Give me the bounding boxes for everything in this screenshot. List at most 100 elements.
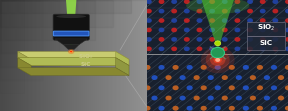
Circle shape	[200, 85, 207, 90]
Circle shape	[184, 9, 190, 13]
Circle shape	[165, 75, 172, 80]
Circle shape	[222, 28, 228, 32]
Polygon shape	[18, 58, 129, 65]
Circle shape	[247, 47, 253, 51]
Circle shape	[250, 75, 256, 80]
Circle shape	[272, 0, 278, 4]
Circle shape	[194, 75, 200, 80]
Circle shape	[278, 75, 284, 80]
Circle shape	[222, 37, 228, 42]
Text: SiO$_2$: SiO$_2$	[257, 23, 275, 33]
Circle shape	[243, 65, 249, 70]
Circle shape	[222, 47, 228, 51]
Circle shape	[179, 96, 186, 100]
Circle shape	[184, 18, 190, 23]
Circle shape	[196, 0, 202, 4]
Text: SiC: SiC	[81, 62, 91, 67]
Circle shape	[229, 65, 235, 70]
Circle shape	[70, 51, 73, 53]
Circle shape	[171, 28, 177, 32]
Circle shape	[222, 0, 228, 4]
Circle shape	[222, 9, 228, 13]
Circle shape	[271, 85, 277, 90]
Circle shape	[171, 0, 177, 4]
Circle shape	[151, 96, 158, 100]
Circle shape	[208, 96, 214, 100]
Circle shape	[144, 85, 151, 90]
Circle shape	[196, 9, 202, 13]
Circle shape	[247, 9, 253, 13]
Circle shape	[194, 96, 200, 100]
Circle shape	[158, 65, 165, 70]
Circle shape	[243, 85, 249, 90]
Circle shape	[247, 18, 253, 23]
FancyBboxPatch shape	[247, 36, 285, 50]
Circle shape	[158, 85, 165, 90]
Circle shape	[184, 47, 190, 51]
Circle shape	[173, 106, 179, 111]
Polygon shape	[66, 0, 76, 39]
Circle shape	[206, 51, 230, 69]
Circle shape	[260, 37, 266, 42]
Circle shape	[171, 9, 177, 13]
Circle shape	[173, 65, 179, 70]
Circle shape	[144, 106, 151, 111]
Circle shape	[146, 0, 152, 4]
Circle shape	[236, 75, 242, 80]
Circle shape	[278, 96, 284, 100]
Circle shape	[165, 96, 172, 100]
Polygon shape	[69, 39, 73, 51]
Circle shape	[187, 106, 193, 111]
Circle shape	[257, 106, 263, 111]
Circle shape	[213, 57, 222, 63]
Circle shape	[222, 75, 228, 80]
Circle shape	[159, 9, 164, 13]
Circle shape	[144, 65, 151, 70]
Polygon shape	[18, 68, 129, 75]
Circle shape	[271, 106, 277, 111]
Polygon shape	[116, 58, 129, 75]
Circle shape	[187, 65, 193, 70]
Circle shape	[184, 37, 190, 42]
Circle shape	[260, 9, 266, 13]
Circle shape	[159, 18, 164, 23]
FancyBboxPatch shape	[247, 22, 285, 36]
Polygon shape	[18, 52, 129, 59]
Circle shape	[272, 37, 278, 42]
Circle shape	[209, 9, 215, 13]
Circle shape	[285, 65, 288, 70]
Circle shape	[146, 28, 152, 32]
Circle shape	[222, 96, 228, 100]
FancyBboxPatch shape	[142, 0, 288, 111]
Circle shape	[243, 106, 249, 111]
Circle shape	[171, 18, 177, 23]
Circle shape	[247, 37, 253, 42]
Circle shape	[209, 37, 215, 42]
Circle shape	[187, 85, 193, 90]
Text: SiC: SiC	[259, 40, 272, 46]
Circle shape	[236, 96, 242, 100]
Circle shape	[184, 0, 190, 4]
Circle shape	[159, 47, 164, 51]
Circle shape	[215, 85, 221, 90]
Circle shape	[196, 47, 202, 51]
Circle shape	[250, 96, 256, 100]
Circle shape	[209, 47, 215, 51]
Circle shape	[272, 28, 278, 32]
Circle shape	[173, 85, 179, 90]
Circle shape	[260, 47, 266, 51]
Circle shape	[208, 75, 214, 80]
Circle shape	[260, 18, 266, 23]
Circle shape	[179, 75, 186, 80]
Circle shape	[285, 85, 288, 90]
Circle shape	[196, 18, 202, 23]
Circle shape	[272, 47, 278, 51]
Circle shape	[146, 47, 152, 51]
Circle shape	[196, 37, 202, 42]
Circle shape	[234, 47, 240, 51]
Circle shape	[272, 9, 278, 13]
Circle shape	[215, 41, 221, 46]
Circle shape	[146, 18, 152, 23]
Circle shape	[159, 37, 164, 42]
Circle shape	[158, 106, 165, 111]
